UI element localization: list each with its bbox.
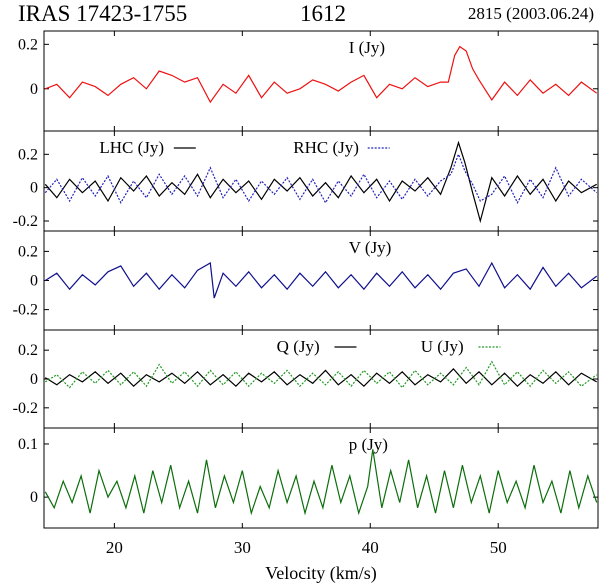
panel-label: U (Jy) bbox=[421, 337, 464, 356]
panel-frame-V bbox=[43, 230, 599, 331]
panel-label: Q (Jy) bbox=[277, 337, 320, 356]
series-line-pjy bbox=[44, 449, 598, 516]
y-tick-label: 0 bbox=[30, 81, 38, 98]
y-tick-label: 0.2 bbox=[18, 146, 38, 163]
series-line-vjy bbox=[44, 261, 598, 299]
y-tick-label: -0.2 bbox=[13, 302, 38, 319]
y-tick-label: 0.2 bbox=[18, 36, 38, 53]
x-axis-label: Velocity (km/s) bbox=[265, 563, 376, 584]
x-tick-label: 30 bbox=[234, 538, 251, 557]
x-tick-label: 20 bbox=[106, 538, 123, 557]
header-frequency: 1612 bbox=[300, 1, 346, 26]
y-tick-label: 0 bbox=[30, 180, 38, 197]
series-line-rhcjy bbox=[44, 152, 598, 205]
y-tick-label: 0 bbox=[30, 273, 38, 290]
panel-label: p (Jy) bbox=[349, 435, 388, 454]
panel-label: LHC (Jy) bbox=[99, 138, 164, 157]
y-tick-label: 0 bbox=[30, 371, 38, 388]
y-tick-label: 0.2 bbox=[18, 342, 38, 359]
y-tick-label: -0.2 bbox=[13, 213, 38, 230]
header-observation: 2815 (2003.06.24) bbox=[467, 4, 594, 23]
y-tick-label: 0.2 bbox=[18, 243, 38, 260]
series-line-ijy bbox=[45, 45, 598, 104]
y-tick-label: 0.1 bbox=[18, 436, 38, 453]
panel-label: RHC (Jy) bbox=[293, 138, 359, 157]
series-line-lhcjy bbox=[44, 140, 597, 224]
panel-frame-p bbox=[43, 427, 599, 529]
x-tick-label: 40 bbox=[362, 538, 379, 557]
y-tick-label: 0 bbox=[30, 489, 38, 506]
x-tick-label: 50 bbox=[490, 538, 507, 557]
panel-label: I (Jy) bbox=[349, 38, 385, 57]
series-line-ujy bbox=[44, 360, 598, 389]
header-object-name: IRAS 17423-1755 bbox=[18, 1, 188, 26]
panel-label: V (Jy) bbox=[349, 238, 392, 257]
series-line-qjy bbox=[44, 368, 597, 388]
y-tick-label: -0.2 bbox=[13, 400, 38, 417]
